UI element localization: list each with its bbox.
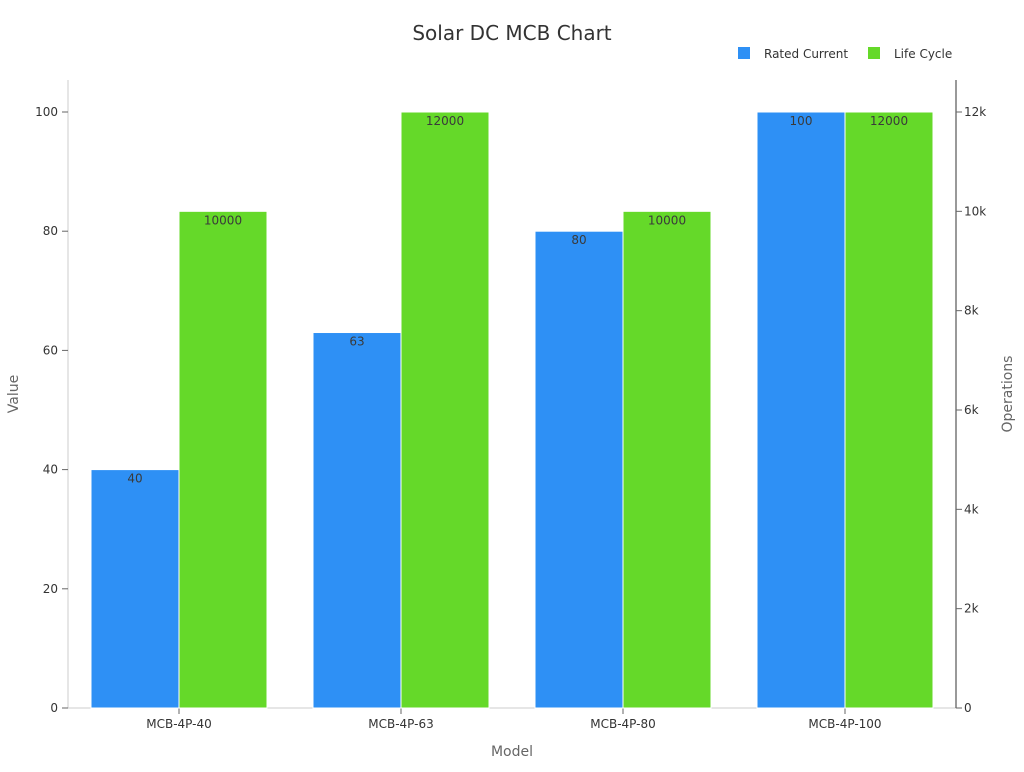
chart-title: Solar DC MCB Chart	[412, 21, 611, 45]
bar-rated-current[interactable]	[312, 332, 402, 709]
y-tick-label: 20	[43, 582, 58, 596]
y-tick-label: 60	[43, 343, 58, 357]
bar-life-cycle[interactable]	[622, 210, 712, 709]
y2-tick-label: 6k	[964, 403, 979, 417]
x-tick-label: MCB-4P-100	[808, 717, 881, 731]
legend-label[interactable]: Life Cycle	[894, 47, 952, 61]
legend-swatch-life-cycle	[868, 47, 880, 59]
y-axis-title: Value	[6, 375, 22, 413]
x-tick-label: MCB-4P-40	[146, 717, 212, 731]
y-tick-label: 0	[50, 701, 58, 715]
bar-rated-current[interactable]	[756, 111, 846, 709]
y-tick-label: 40	[43, 463, 58, 477]
y2-tick-label: 0	[964, 701, 972, 715]
bars	[90, 111, 934, 709]
data-label: 12000	[870, 114, 908, 128]
data-label: 63	[349, 335, 364, 349]
y2-tick-label: 2k	[964, 602, 979, 616]
legend-swatch-rated-current	[738, 47, 750, 59]
legend[interactable]: Rated Current Life Cycle	[738, 47, 952, 61]
x-axis-title: Model	[491, 744, 533, 760]
x-tick-label: MCB-4P-80	[590, 717, 656, 731]
bar-life-cycle[interactable]	[844, 111, 934, 709]
bar-life-cycle[interactable]	[400, 111, 490, 709]
x-tick-label: MCB-4P-63	[368, 717, 434, 731]
y2-tick-label: 10k	[964, 204, 986, 218]
data-label: 100	[790, 114, 813, 128]
y-tick-label: 100	[35, 105, 58, 119]
data-labels: 40 10000 63 12000 80 10000 100 12000	[127, 114, 908, 486]
y-tick-label: 80	[43, 224, 58, 238]
bar-rated-current[interactable]	[90, 469, 180, 709]
bar-rated-current[interactable]	[534, 230, 624, 709]
data-label: 80	[571, 233, 586, 247]
y2-tick-label: 4k	[964, 502, 979, 516]
y2-tick-label: 12k	[964, 105, 986, 119]
y2-axis-title: Operations	[1000, 356, 1016, 433]
bar-life-cycle[interactable]	[178, 210, 268, 709]
data-label: 10000	[204, 213, 242, 227]
data-label: 12000	[426, 114, 464, 128]
data-label: 40	[127, 472, 142, 486]
data-label: 10000	[648, 213, 686, 227]
legend-label[interactable]: Rated Current	[764, 47, 848, 61]
y2-tick-label: 8k	[964, 304, 979, 318]
